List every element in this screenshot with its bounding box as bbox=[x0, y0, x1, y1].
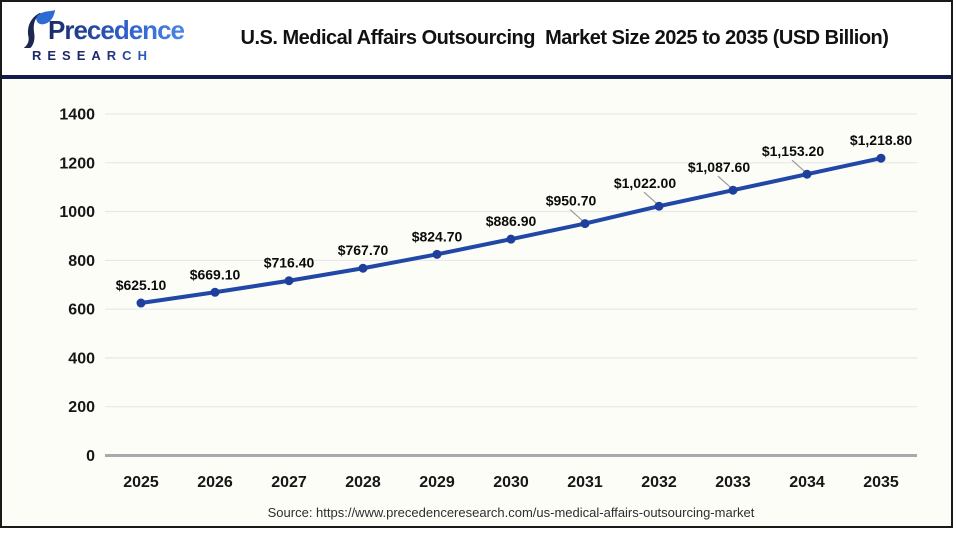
logo-brand-text: Precedence bbox=[48, 14, 185, 45]
y-tick-label: 400 bbox=[68, 350, 95, 367]
x-tick-label: 2027 bbox=[271, 474, 307, 491]
label-leader-line bbox=[569, 209, 584, 223]
data-point bbox=[580, 219, 590, 229]
header: Precedence RESEARCH U.S. Medical Affairs… bbox=[2, 2, 951, 75]
data-point bbox=[210, 287, 220, 297]
y-tick-label: 800 bbox=[68, 253, 95, 270]
value-label: $886.90 bbox=[486, 213, 537, 229]
x-tick-label: 2032 bbox=[641, 474, 677, 491]
data-point bbox=[432, 249, 442, 259]
x-tick-label: 2035 bbox=[863, 474, 899, 491]
data-point bbox=[728, 185, 738, 195]
data-point bbox=[358, 263, 368, 273]
precedence-research-logo: Precedence RESEARCH bbox=[18, 7, 188, 71]
logo-subtitle-text: RESEARCH bbox=[32, 47, 153, 63]
trend-line bbox=[139, 156, 883, 306]
label-leader-line bbox=[643, 191, 658, 205]
leaf-logo-icon bbox=[23, 9, 56, 48]
value-label: $950.70 bbox=[546, 193, 597, 209]
x-tick-label: 2028 bbox=[345, 474, 381, 491]
value-label: $824.70 bbox=[412, 228, 463, 244]
data-point bbox=[876, 153, 886, 163]
line-chart: 0 200 400 600 800 1000 1200 1400 2025 2026 2027 202… bbox=[59, 107, 917, 491]
data-point bbox=[802, 169, 812, 179]
data-point bbox=[654, 201, 664, 211]
value-label: $1,153.20 bbox=[762, 143, 824, 159]
x-tick-label: 2034 bbox=[789, 474, 825, 491]
value-label: $1,022.00 bbox=[614, 175, 676, 191]
x-tick-label: 2029 bbox=[419, 474, 455, 491]
label-leader-line bbox=[717, 175, 732, 189]
value-label: $1,218.80 bbox=[850, 132, 912, 148]
x-tick-label: 2025 bbox=[123, 474, 159, 491]
y-tick-label: 200 bbox=[68, 399, 95, 416]
y-tick-label: 600 bbox=[68, 302, 95, 319]
page-frame: Precedence RESEARCH U.S. Medical Affairs… bbox=[0, 0, 953, 528]
chart-title: U.S. Medical Affairs Outsourcing Market … bbox=[240, 27, 889, 49]
value-label: $716.40 bbox=[264, 255, 315, 271]
data-point bbox=[136, 298, 146, 308]
y-tick-label: 1200 bbox=[59, 155, 95, 172]
value-label: $767.70 bbox=[338, 242, 389, 258]
y-tick-label: 0 bbox=[86, 448, 95, 465]
x-tick-label: 2026 bbox=[197, 474, 233, 491]
x-tick-label: 2031 bbox=[567, 474, 603, 491]
label-leader-line bbox=[791, 159, 806, 173]
value-label: $1,087.60 bbox=[688, 159, 750, 175]
chart-panel: 0 200 400 600 800 1000 1200 1400 2025 2026 2027 202… bbox=[2, 79, 951, 526]
data-point bbox=[284, 276, 294, 286]
source-caption: Source: https://www.precedenceresearch.c… bbox=[267, 505, 755, 520]
value-label: $669.10 bbox=[190, 266, 241, 282]
value-label: $625.10 bbox=[116, 277, 167, 293]
y-tick-label: 1000 bbox=[59, 204, 95, 221]
x-tick-label: 2033 bbox=[715, 474, 751, 491]
x-tick-label: 2030 bbox=[493, 474, 529, 491]
header-divider bbox=[2, 75, 951, 79]
y-tick-label: 1400 bbox=[59, 107, 95, 124]
data-point bbox=[506, 234, 516, 244]
